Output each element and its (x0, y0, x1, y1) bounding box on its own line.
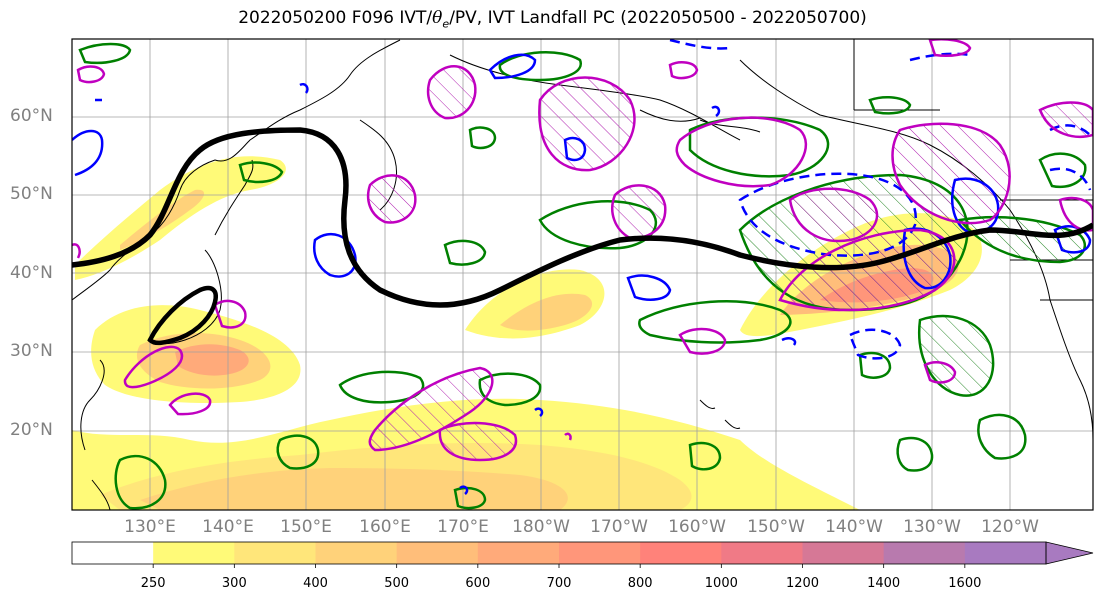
lon-label-170w: 170°W (590, 517, 648, 537)
colorbar-tick-label: 1400 (867, 576, 901, 591)
colorbar-segment (153, 542, 235, 564)
colorbar-segment (315, 542, 398, 564)
map-frame (71, 38, 1094, 511)
colorbar-tick-label: 1000 (704, 576, 738, 591)
lat-label-30n: 30°N (10, 341, 53, 361)
hatched-regions (368, 66, 1093, 460)
colorbar-tick-label: 400 (303, 576, 328, 591)
colorbar-tick-label: 500 (384, 576, 410, 591)
lon-label-140w: 140°W (825, 517, 883, 537)
lat-label-40n: 40°N (10, 263, 53, 283)
colorbar-segment (559, 542, 641, 564)
lon-label-150e: 150°E (280, 517, 332, 537)
colorbar-segment (802, 542, 885, 564)
colorbar-tick-label: 1200 (785, 576, 820, 591)
ivt-zero-line (72, 127, 1093, 346)
colorbar-tick-label: 250 (140, 576, 166, 591)
colorbar-segment (721, 542, 803, 564)
colorbar-segment (640, 542, 722, 564)
lon-label-140e: 140°E (202, 517, 254, 537)
colorbar (71, 541, 1094, 568)
colorbar-tick-label: 300 (221, 576, 247, 591)
lon-label-160e: 160°E (359, 517, 411, 537)
lon-label-180w: 180°W (512, 517, 570, 537)
magenta-contours (72, 39, 1093, 462)
colorbar-extend-arrow (1045, 541, 1094, 565)
lon-label-130w: 130°W (903, 517, 961, 537)
colorbar-segment (234, 542, 316, 564)
colorbar-segment (396, 542, 479, 564)
colorbar-tick-label: 700 (546, 576, 572, 591)
colorbar-tick-label: 600 (465, 576, 491, 591)
lon-label-130e: 130°E (124, 517, 176, 537)
lat-label-50n: 50°N (10, 184, 53, 204)
blue-contours (72, 39, 1092, 495)
lon-label-160w: 160°W (668, 517, 726, 537)
lon-label-150w: 150°W (747, 517, 805, 537)
lat-label-20n: 20°N (10, 420, 53, 440)
colorbar-segment (883, 542, 966, 564)
lon-label-170e: 170°E (437, 517, 489, 537)
colorbar-segment (72, 542, 154, 564)
map-title: 2022050200 F096 IVT/θe/PV, IVT Landfall … (238, 8, 867, 31)
colorbar-tick-label: 1600 (948, 576, 982, 591)
lon-label-120w: 120°W (981, 517, 1039, 537)
colorbar-tick-label: 800 (627, 576, 653, 591)
lat-label-60n: 60°N (10, 106, 53, 126)
colorbar-segment (477, 542, 560, 564)
colorbar-segment (964, 542, 1047, 564)
